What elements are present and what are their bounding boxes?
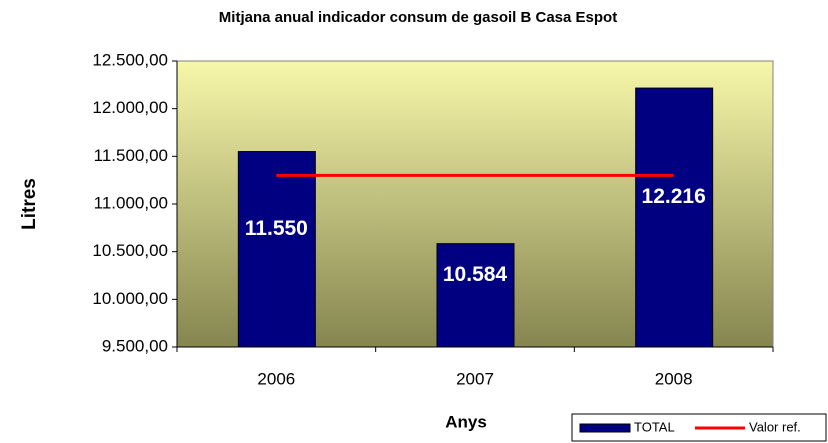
bar [237,151,316,348]
y-tick-label: 11.000,00 [94,193,168,212]
y-tick-label: 12.000,00 [92,98,168,117]
data-label: 11.550 [245,217,308,240]
y-tick-label: 10.000,00 [92,289,168,308]
data-label: 10.584 [443,263,508,286]
legend-label: Valor ref. [749,419,801,434]
x-tick-label: 2008 [655,369,693,388]
bar [635,87,714,348]
x-tick-label: 2006 [257,369,295,388]
x-axis-label: Anys [445,412,487,431]
chart-title: Mitjana anual indicador consum de gasoil… [219,9,617,26]
legend-swatch [579,423,631,433]
legend-label: TOTAL [634,419,675,434]
y-tick-label: 11.500,00 [94,146,168,165]
y-tick-label: 9.500,00 [102,336,168,355]
data-label: 12.216 [642,185,706,208]
y-axis-label: Litres [19,178,40,230]
y-tick-label: 12.500,00 [92,50,168,69]
bar [436,243,515,348]
y-tick-label: 10.500,00 [92,241,168,260]
x-tick-label: 2007 [456,369,494,388]
